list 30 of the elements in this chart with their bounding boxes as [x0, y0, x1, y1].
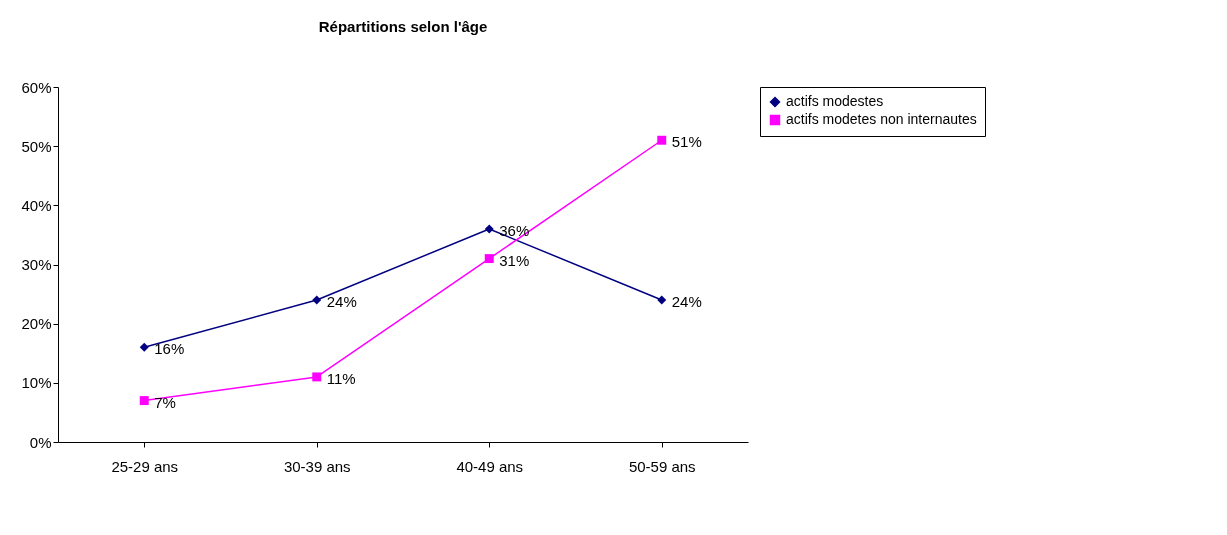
y-tick-label: 10%	[21, 374, 52, 392]
point	[657, 135, 667, 145]
data-label: 24%	[671, 293, 702, 310]
data-label: 11%	[326, 369, 356, 387]
point	[312, 295, 322, 305]
chart-title: Répartitions selon l'âge	[318, 18, 488, 35]
y-tick-label: 30%	[21, 256, 52, 273]
y-tick-label: 40%	[21, 196, 52, 214]
data-label: 36%	[499, 222, 530, 239]
point	[139, 396, 149, 406]
data-label: 24%	[326, 293, 357, 310]
x-tick-label: 40-49 ans	[456, 457, 524, 475]
point	[484, 254, 494, 264]
legend-label: actifs modestes	[786, 93, 884, 109]
data-label: 16%	[154, 340, 185, 358]
legend-label: actifs modetes non internautes	[786, 111, 977, 127]
y-tick-label: 60%	[21, 78, 52, 96]
point	[139, 342, 149, 352]
x-tick-label: 25-29 ans	[111, 457, 179, 475]
y-tick-label: 0%	[29, 433, 52, 451]
point	[484, 224, 494, 234]
x-tick-label: 30-39 ans	[283, 457, 351, 475]
data-label: 31%	[499, 251, 530, 269]
x-tick-label: 50-59 ans	[628, 457, 696, 475]
point	[312, 372, 322, 382]
data-label: 7%	[154, 393, 176, 411]
data-label: 51%	[671, 133, 702, 151]
y-tick-label: 50%	[21, 137, 52, 155]
y-tick-label: 20%	[21, 315, 52, 333]
point	[657, 295, 667, 305]
